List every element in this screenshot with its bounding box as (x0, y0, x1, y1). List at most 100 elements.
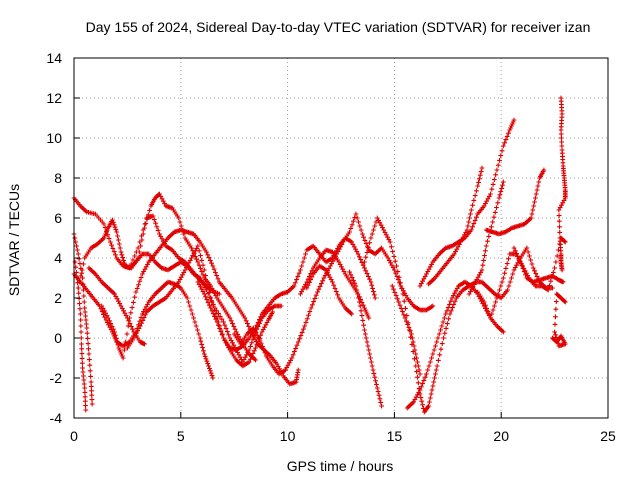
data-point (207, 302, 212, 308)
data-point (444, 308, 450, 314)
data-point (350, 218, 356, 224)
data-point (203, 356, 209, 362)
data-point (192, 319, 198, 325)
y-tick-label: 14 (46, 50, 62, 66)
data-point (415, 363, 421, 369)
data-point (477, 172, 483, 178)
data-point (80, 261, 86, 267)
data-point (533, 191, 539, 197)
data-point (490, 307, 496, 313)
data-point (499, 279, 505, 285)
data-point (292, 349, 297, 354)
data-point (349, 275, 355, 280)
data-point (320, 278, 326, 284)
data-point (115, 233, 120, 239)
data-point (421, 378, 427, 383)
data-point (116, 237, 121, 243)
data-point (112, 224, 118, 230)
data-point (362, 331, 368, 337)
data-point (518, 259, 523, 265)
data-point (397, 280, 403, 286)
series-sat-i (125, 235, 378, 353)
series-sat-d (71, 271, 216, 381)
data-point (258, 314, 264, 320)
data-point (503, 137, 509, 142)
data-point (194, 256, 200, 262)
data-point (553, 299, 559, 304)
data-point (371, 289, 376, 294)
data-point (427, 395, 433, 401)
data-point (193, 323, 199, 329)
data-point (349, 222, 355, 228)
data-point (526, 253, 532, 259)
data-point (532, 268, 537, 274)
data-point (151, 217, 157, 222)
data-point (253, 345, 258, 351)
data-point (521, 269, 527, 274)
data-point (438, 327, 443, 333)
data-point (369, 231, 375, 237)
data-point (450, 305, 455, 310)
data-point (485, 309, 491, 314)
data-point (153, 220, 158, 226)
data-point (506, 256, 511, 262)
data-point (294, 277, 299, 282)
data-point (140, 318, 146, 323)
data-point (377, 396, 383, 402)
data-point (418, 395, 424, 400)
data-point (400, 291, 406, 297)
data-point (367, 240, 373, 246)
y-tick-labels: -4 -2 0 2 4 6 8 10 12 14 (46, 50, 80, 426)
data-point (112, 329, 117, 335)
y-tick-label: -4 (50, 410, 63, 426)
data-point (389, 244, 394, 250)
data-point (470, 224, 475, 230)
data-point (87, 368, 93, 374)
x-tick-label: 0 (70, 428, 78, 444)
x-tick-labels: 0 5 10 15 20 25 (70, 412, 616, 444)
data-point (88, 379, 94, 385)
data-point (498, 153, 504, 158)
data-point (369, 282, 375, 288)
data-point (333, 289, 339, 294)
data-point (437, 352, 443, 358)
data-point (491, 303, 497, 309)
data-point (295, 367, 301, 373)
data-point (507, 279, 513, 285)
data-point (376, 392, 382, 398)
data-point (243, 318, 249, 324)
data-point (362, 327, 367, 333)
data-point (368, 279, 374, 285)
data-point (125, 323, 131, 329)
data-point (530, 265, 536, 271)
data-point (446, 316, 452, 322)
data-point (390, 249, 396, 254)
data-point (370, 286, 376, 291)
data-point (353, 211, 359, 217)
data-point (412, 347, 418, 353)
data-point (189, 245, 194, 251)
data-point (475, 183, 481, 189)
data-point (552, 329, 557, 335)
data-point (219, 316, 225, 322)
data-point (291, 283, 297, 289)
data-point (79, 356, 85, 361)
data-point (85, 341, 91, 346)
data-point (128, 261, 134, 267)
series-sat-w (511, 245, 566, 285)
data-point (363, 254, 369, 260)
data-point (306, 280, 312, 285)
data-point (130, 257, 136, 263)
data-point (371, 227, 376, 233)
series-sat-n (347, 269, 384, 409)
data-point (307, 309, 313, 314)
data-point (137, 323, 143, 329)
data-point (109, 324, 115, 329)
data-point (299, 330, 305, 335)
data-point (488, 315, 493, 321)
data-point (555, 340, 561, 346)
data-point (88, 374, 94, 379)
data-point (187, 303, 193, 309)
x-tick-label: 5 (177, 428, 185, 444)
data-point (290, 352, 296, 358)
